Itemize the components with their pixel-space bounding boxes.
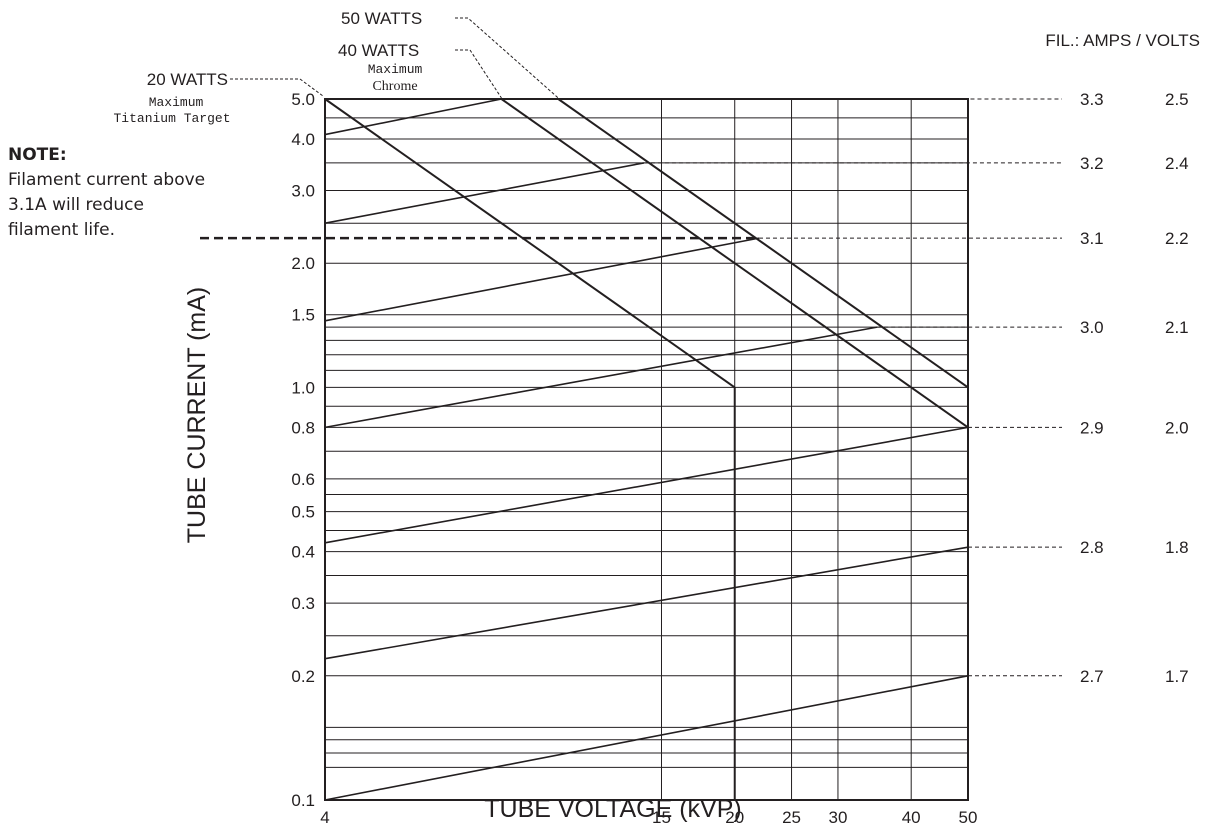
fil-header: FIL.: AMPS / VOLTS (1045, 31, 1200, 50)
power-leader (230, 78, 324, 97)
x-tick-label: 15 (652, 808, 671, 827)
y-tick-label: 0.6 (291, 470, 315, 489)
fil-volts-label: 2.4 (1165, 154, 1189, 173)
power-line-1 (324, 98, 736, 389)
filament-note: NOTE: Filament current above 3.1A will r… (8, 143, 208, 243)
fil-volts-label: 2.2 (1165, 229, 1189, 248)
y-tick-label: 0.2 (291, 667, 315, 686)
plot-frame (324, 98, 969, 801)
fil-amps-label: 3.2 (1080, 154, 1104, 173)
y-tick-label: 3.0 (291, 182, 315, 201)
filament-line-2.7 (324, 675, 969, 801)
fil-volts-label: 2.0 (1165, 418, 1189, 437)
fil-amps-label: 3.1 (1080, 229, 1104, 248)
y-tick-label: 1.0 (291, 378, 315, 397)
y-tick-label: 0.1 (291, 791, 315, 810)
power-label-20w: 20 WATTS (147, 70, 228, 89)
filament-line-3.0 (324, 326, 878, 429)
power-note-40w: Chrome (372, 79, 417, 94)
power-line-3 (557, 98, 969, 389)
fil-amps-label: 2.9 (1080, 418, 1104, 437)
ticks: 0.1 0.2 0.3 0.4 0.5 0.6 0.8 1.0 1.5 2.0 3.0 4.0 5.0 4… (291, 90, 977, 827)
x-tick-label: 4 (320, 808, 329, 827)
y-axis-label: TUBE CURRENT (mA) (183, 287, 211, 543)
note-title: NOTE: (8, 145, 67, 165)
x-tick-label: 40 (902, 808, 921, 827)
power-label-50w: 50 WATTS (341, 9, 422, 28)
x-tick-label: 30 (828, 808, 847, 827)
y-tick-label: 0.8 (291, 418, 315, 437)
filament-line-2.8 (324, 546, 969, 660)
filament-line-3.1 (324, 237, 760, 322)
y-tick-label: 1.5 (291, 306, 315, 325)
fil-amps-label: 2.7 (1080, 667, 1104, 686)
power-note-20w: Titanium Target (113, 111, 230, 126)
y-tick-label: 2.0 (291, 254, 315, 273)
filament-line-3.3 (324, 98, 502, 136)
filament-line-3.2 (324, 162, 645, 224)
power-note-20w: Maximum (149, 95, 204, 110)
x-tick-label: 25 (782, 808, 801, 827)
y-tick-label: 4.0 (291, 130, 315, 149)
y-tick-label: 0.4 (291, 543, 315, 562)
plot-lines (200, 98, 1062, 801)
filament-line-2.9 (324, 426, 969, 544)
power-leader (455, 49, 502, 99)
grid (324, 98, 969, 801)
fil-volts-label: 1.8 (1165, 538, 1189, 557)
y-tick-label: 5.0 (291, 90, 315, 109)
fil-amps-label: 2.8 (1080, 538, 1104, 557)
x-tick-label: 20 (725, 808, 744, 827)
fil-volts-label: 2.5 (1165, 90, 1189, 109)
labels: 3.3 2.5 3.2 2.4 3.1 2.2 3.0 2.1 2.9 2.0 2.8 1.8 2.7 1… (113, 9, 1200, 686)
note-body: Filament current above 3.1A will reduce … (8, 170, 206, 240)
power-note-40w: Maximum (368, 62, 423, 77)
fil-amps-label: 3.0 (1080, 318, 1104, 337)
power-label-40w: 40 WATTS (338, 41, 419, 60)
power-line-2 (500, 98, 969, 429)
y-tick-label: 0.5 (291, 503, 315, 522)
x-tick-label: 50 (959, 808, 978, 827)
power-leader (455, 17, 559, 99)
fil-amps-label: 3.3 (1080, 90, 1104, 109)
fil-volts-label: 1.7 (1165, 667, 1189, 686)
y-tick-label: 0.3 (291, 594, 315, 613)
fil-volts-label: 2.1 (1165, 318, 1189, 337)
x-axis-label: TUBE VOLTAGE (kVP) (484, 795, 741, 823)
